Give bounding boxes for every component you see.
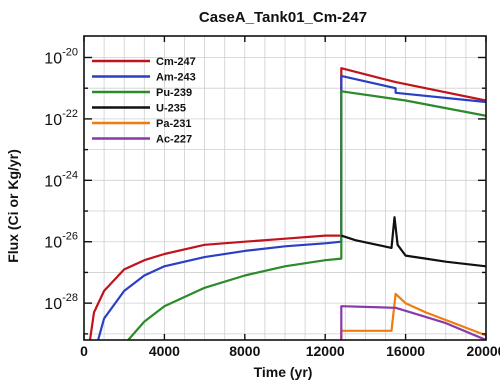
legend-item-am-243: Am-243 [92, 72, 196, 84]
x-tick-label: 16000 [386, 343, 425, 359]
plot-frame [83, 35, 487, 341]
legend-label: Cm-247 [156, 56, 196, 68]
y-tick-label: 10-22 [44, 108, 78, 129]
y-tick-label: 10-24 [44, 169, 78, 190]
x-tick-label: 20000 [467, 343, 500, 359]
chart-title: CaseA_Tank01_Cm-247 [199, 9, 367, 26]
series-line-am-243 [97, 74, 486, 340]
legend-label: U-235 [156, 103, 186, 115]
y-axis-label: Flux (Ci or Kg/yr) [5, 149, 21, 263]
series-line-pa-231 [340, 292, 486, 340]
grid-lines [84, 36, 486, 340]
y-tick-label: 10-26 [44, 231, 78, 252]
y-tick-label: 10-20 [44, 46, 78, 67]
series-line-pu-239 [127, 90, 486, 340]
legend-item-ac-227: Ac-227 [92, 134, 192, 146]
legend-item-u-235: U-235 [92, 103, 186, 115]
series-line-u-235 [340, 216, 486, 268]
x-axis-label: Time (yr) [254, 364, 313, 380]
x-tick-label: 8000 [229, 343, 260, 359]
legend-item-cm-247: Cm-247 [92, 56, 196, 68]
legend-label: Am-243 [156, 72, 196, 84]
legend-item-pa-231: Pa-231 [92, 118, 191, 130]
legend-item-pu-239: Pu-239 [92, 87, 192, 99]
legend: Cm-247 Am-243 Pu-239 U-235 Pa-231 Ac-227 [92, 56, 196, 146]
legend-label: Ac-227 [156, 134, 192, 146]
x-tick-label: 12000 [306, 343, 345, 359]
y-tick-label: 10-28 [44, 292, 78, 313]
axis-ticks: 0 4000 8000 12000 16000 20000 10-20 10-22 10-24 1… [44, 36, 500, 359]
legend-label: Pa-231 [156, 118, 191, 130]
series-lines [88, 67, 486, 340]
series-line-ac-227 [340, 305, 486, 340]
series-line-cm-247 [88, 67, 486, 340]
x-tick-label: 4000 [149, 343, 180, 359]
legend-label: Pu-239 [156, 87, 192, 99]
x-tick-label: 0 [80, 343, 88, 359]
